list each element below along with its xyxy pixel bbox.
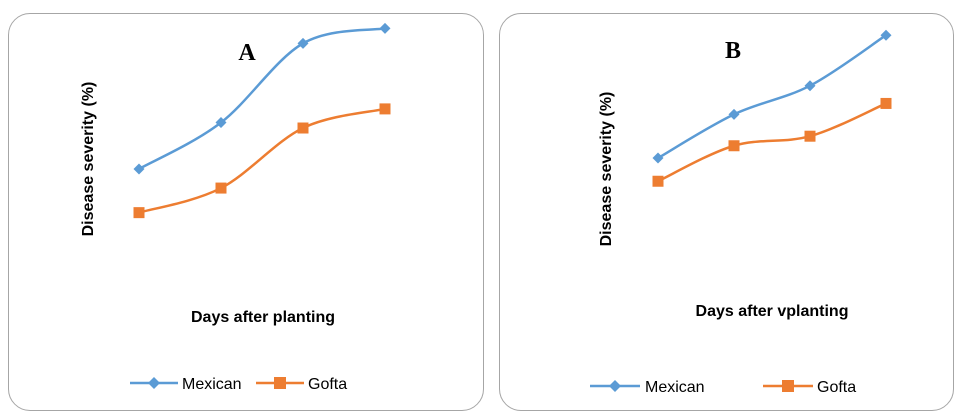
data-point-mexican-1	[652, 152, 664, 164]
series-line-gofta	[657, 102, 887, 183]
chart-a-plot	[133, 22, 391, 219]
legend-b-mexican-label: Mexican	[645, 379, 705, 396]
legend-b-gofta-marker	[782, 380, 794, 392]
data-point-gofta-3	[297, 122, 309, 134]
data-point-gofta-4	[379, 103, 391, 115]
legend-b-gofta-label: Gofta	[817, 379, 856, 396]
chart-a-svg: A Disease severity (%) Days after planti…	[80, 22, 391, 393]
chart-a-legend: Mexican Gofta	[130, 376, 347, 393]
data-point-mexican-1	[133, 163, 145, 175]
series-line-mexican	[138, 27, 386, 171]
chart-a-xlabel: Days after planting	[191, 309, 335, 326]
chart-panel-b: B Disease severity (%) Days after vplant…	[499, 13, 954, 411]
series-line-gofta	[138, 107, 386, 214]
data-point-gofta-1	[652, 175, 664, 187]
chart-b-ylabel: Disease severity (%)	[598, 92, 615, 247]
data-point-mexican-3	[297, 37, 309, 49]
data-point-gofta-1	[133, 207, 145, 219]
data-point-mexican-2	[215, 117, 227, 129]
chart-b-title: B	[725, 38, 741, 64]
legend-a-mexican-label: Mexican	[182, 376, 242, 393]
chart-a-ylabel: Disease severity (%)	[80, 82, 97, 237]
chart-b-plot	[652, 29, 892, 187]
data-point-mexican-4	[379, 22, 391, 34]
data-point-mexican-4	[880, 29, 892, 41]
chart-b-legend: Mexican Gofta	[590, 379, 856, 396]
data-point-gofta-2	[215, 182, 227, 194]
data-point-gofta-4	[880, 97, 892, 109]
data-point-gofta-2	[728, 140, 740, 152]
chart-panel-a: A Disease severity (%) Days after planti…	[8, 13, 484, 411]
chart-a-title: A	[238, 40, 256, 66]
data-point-mexican-2	[728, 108, 740, 120]
chart-b-xlabel: Days after vplanting	[696, 303, 849, 320]
legend-a-mexican-marker	[148, 377, 160, 389]
legend-b-mexican-marker	[609, 380, 621, 392]
series-line-mexican	[657, 34, 887, 160]
legend-a-gofta-marker	[274, 377, 286, 389]
data-point-mexican-3	[804, 80, 816, 92]
chart-b-svg: B Disease severity (%) Days after vplant…	[590, 29, 892, 396]
legend-a-gofta-label: Gofta	[308, 376, 347, 393]
data-point-gofta-3	[804, 130, 816, 142]
